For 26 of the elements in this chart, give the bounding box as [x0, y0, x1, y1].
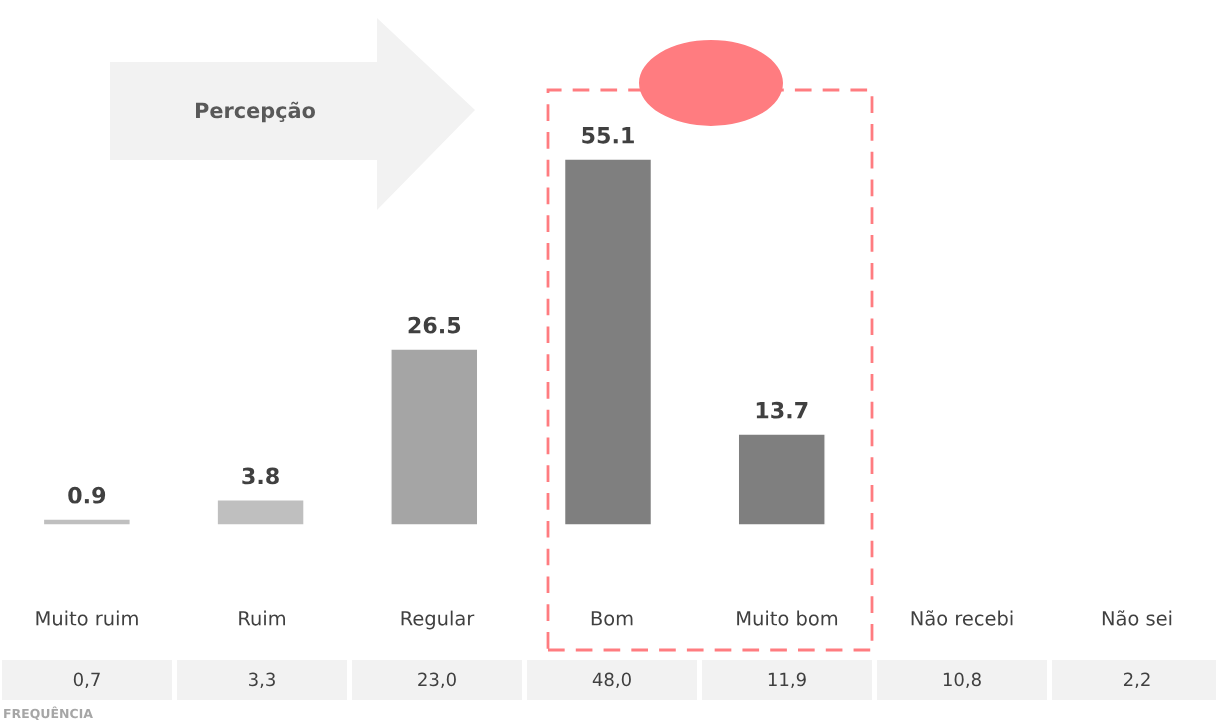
x-tick-label: Não recebi	[911, 610, 1013, 626]
text: 11,9	[768, 672, 806, 689]
data-label: 3.8	[242, 467, 279, 485]
x-tick-label: Não sei	[1102, 610, 1172, 626]
text: 2,2	[1123, 672, 1150, 689]
x-tick-label: Ruim	[239, 610, 285, 626]
x-tick-label: Bom	[591, 611, 633, 626]
x-tick-label: Muito bom	[737, 610, 838, 626]
bar	[216, 499, 305, 525]
bar	[563, 158, 653, 525]
text: 23,0	[418, 672, 456, 689]
text: Percepção	[196, 101, 315, 123]
data-label: 13.7	[756, 401, 808, 419]
text: 10,8	[943, 672, 981, 689]
x-tick-label: Muito ruim	[36, 610, 138, 626]
bar	[737, 433, 826, 525]
text: 48,0	[592, 672, 631, 689]
data-label: 0.9	[68, 486, 106, 504]
text: FREQUÊNCIA	[4, 706, 93, 720]
data-label: 55.1	[582, 127, 634, 144]
text: 0,7	[73, 672, 100, 689]
data-label: 26.5	[408, 316, 461, 334]
x-tick-label: Regular	[401, 610, 475, 630]
text: 3,3	[249, 672, 275, 689]
bar	[390, 348, 479, 525]
bar	[42, 518, 131, 525]
